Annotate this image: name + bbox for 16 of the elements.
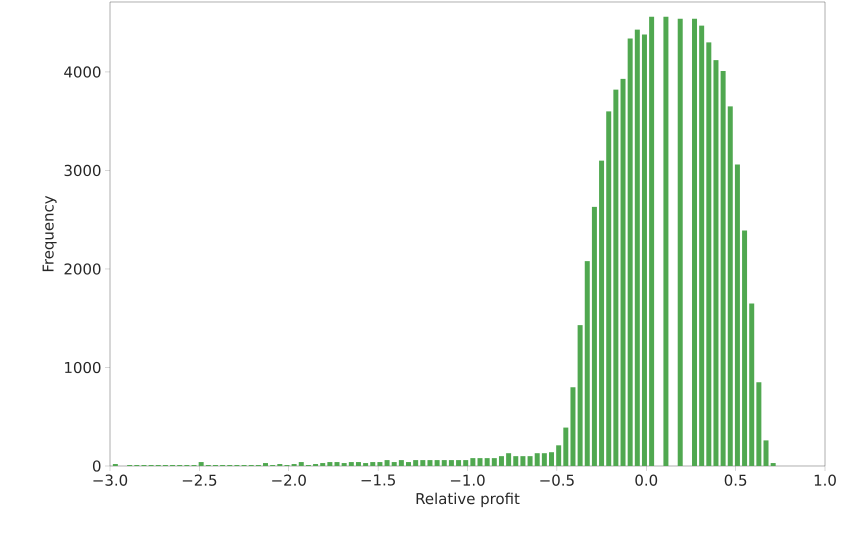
y-tick-label: 4000 [64, 66, 100, 78]
x-tick-label: 0.5 [724, 474, 746, 486]
y-tick-label: 1000 [65, 362, 100, 374]
y-tick-label: 2000 [64, 263, 100, 275]
x-tick-label: −1.5 [362, 474, 395, 486]
x-tick-label: −3.0 [93, 474, 128, 486]
x-tick-label: −2.0 [272, 474, 306, 486]
x-tick-label: −0.5 [540, 474, 574, 486]
y-tick-label: 3000 [64, 164, 100, 176]
x-axis-title: Relative profit [416, 492, 520, 508]
y-axis-title: Frequency [42, 196, 57, 272]
x-tick-label: 0.0 [635, 474, 658, 486]
x-tick-label: −2.5 [182, 474, 216, 486]
x-tick-label: −1.0 [450, 474, 485, 486]
x-tick-label: 1.0 [814, 474, 836, 486]
y-tick-label: 0 [92, 460, 100, 472]
